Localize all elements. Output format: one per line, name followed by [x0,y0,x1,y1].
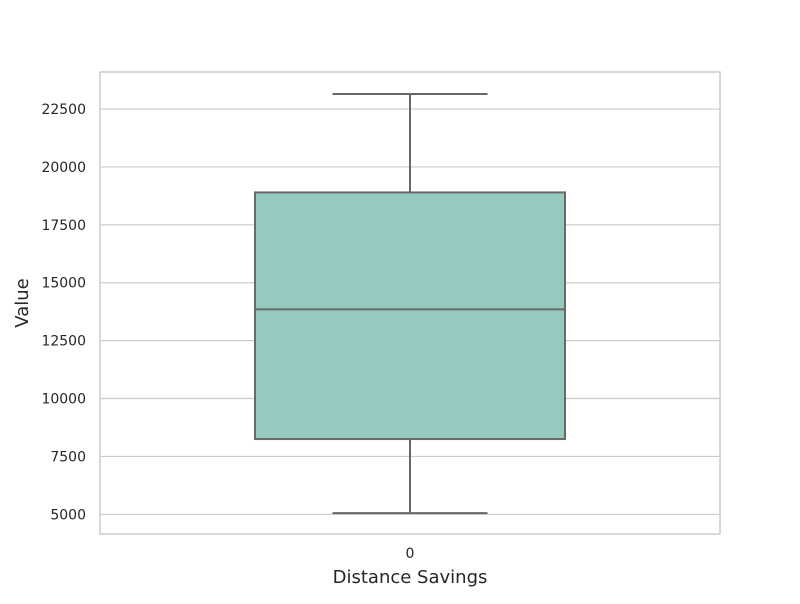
y-tick-label: 10000 [41,392,86,408]
y-tick-label: 12500 [41,334,86,350]
y-tick-label: 20000 [41,160,86,176]
y-tick-labels: 5000 7500 10000 12500 15000 17500 20000 22500 [41,102,86,523]
y-tick-label: 17500 [41,218,86,234]
y-tick-label: 22500 [41,102,86,118]
y-tick-label: 7500 [50,449,86,465]
y-tick-label: 5000 [50,507,86,523]
iqr-box [254,191,566,441]
y-tick-label: 15000 [41,276,86,292]
y-axis-title: Value [12,278,33,327]
x-tick-labels: 0 [406,546,415,562]
x-axis-title: Distance Savings [333,567,488,588]
plot-frame [99,71,721,535]
box-series [254,93,566,515]
x-tick-label: 0 [406,546,415,562]
